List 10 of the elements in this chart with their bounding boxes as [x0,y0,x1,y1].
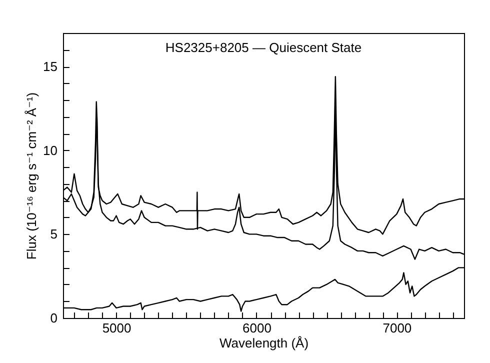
x-tick-label: 5000 [102,320,132,336]
y-tick-label: 0 [50,310,58,326]
y-tick-label: 10 [43,142,58,158]
x-tick-label: 7000 [382,320,412,336]
x-tick-label: 6000 [242,320,272,336]
x-axis-title: Wavelength (Å) [219,336,309,350]
y-tick-label: 15 [43,59,58,74]
y-tick-label: 5 [50,226,58,242]
y-axis-title: Flux (10⁻¹⁶ erg s⁻¹ cm⁻² Å⁻¹) [24,92,40,260]
text: HS2325+8205 — Quiescent State [165,40,362,55]
